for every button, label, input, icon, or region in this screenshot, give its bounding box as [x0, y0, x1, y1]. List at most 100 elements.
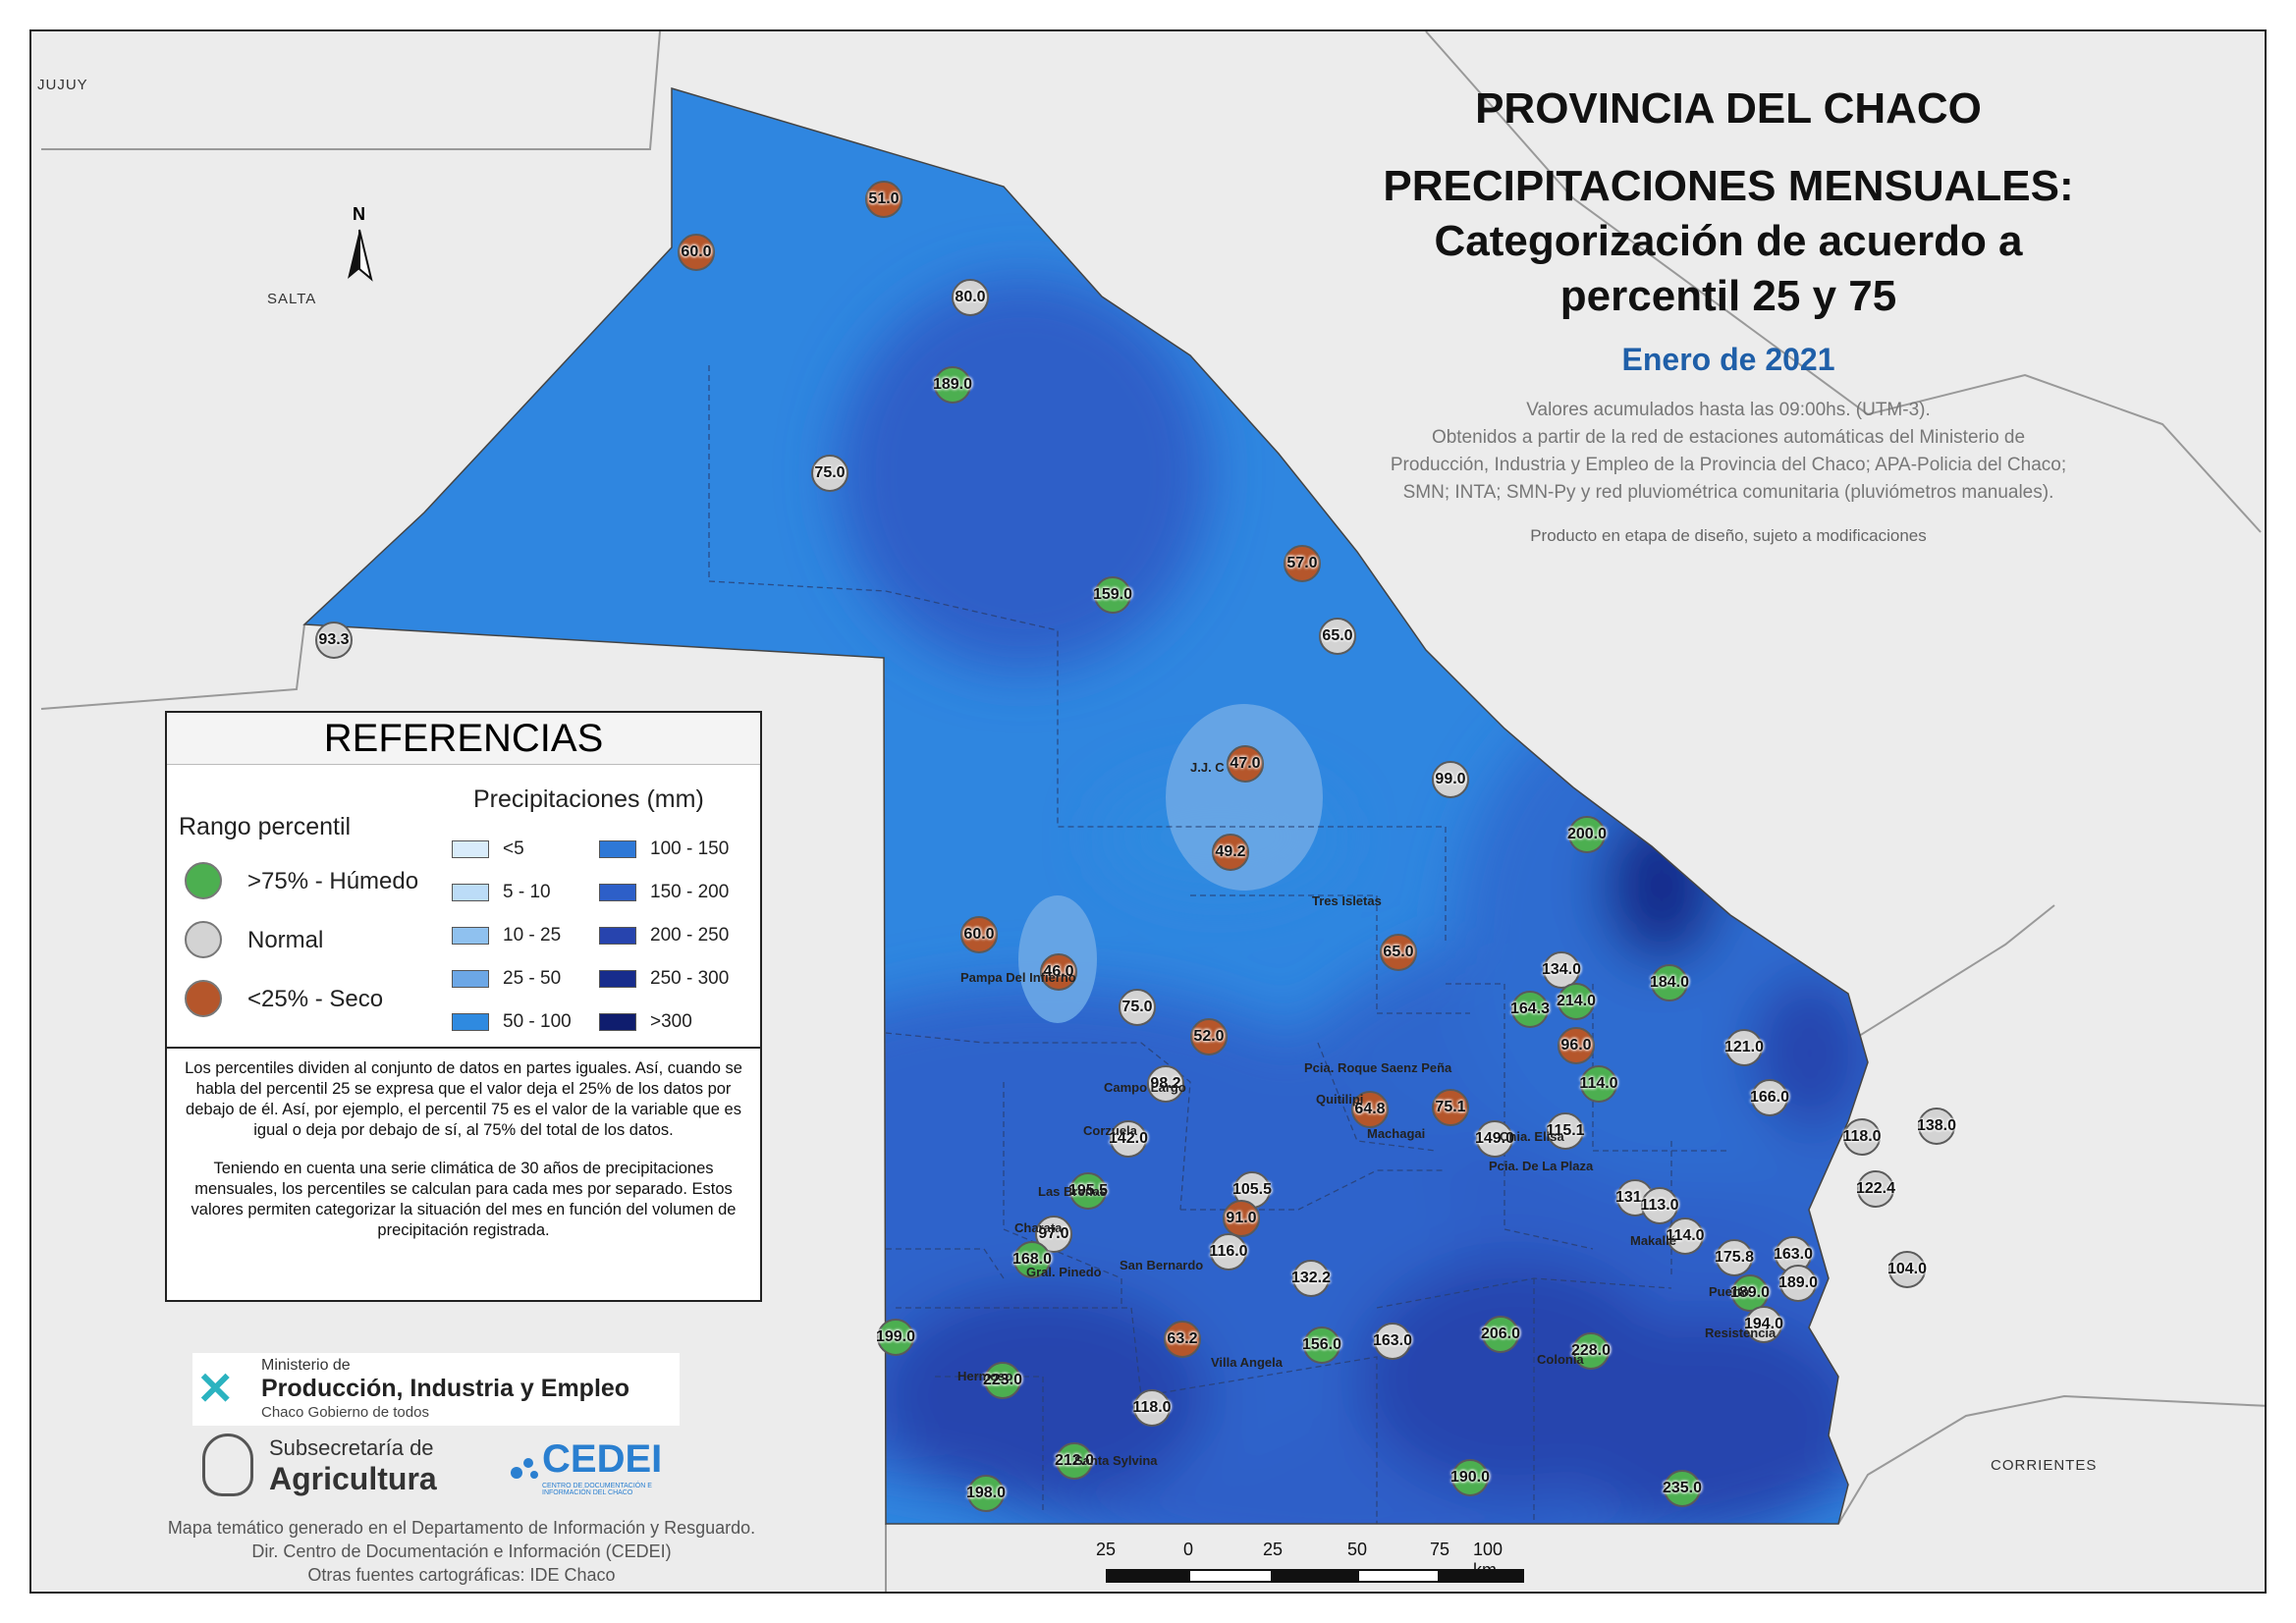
- station-value: 60.0: [963, 926, 995, 943]
- station-marker-wet: [1731, 1274, 1769, 1312]
- legend-class-swatch: [599, 970, 636, 988]
- title-province: PROVINCIA DEL CHACO: [1475, 84, 1982, 133]
- station-marker-wet: [1482, 1316, 1519, 1353]
- station-marker-wet: [1303, 1326, 1340, 1364]
- station-marker-normal: [1779, 1265, 1817, 1302]
- cedei-sub: CENTRO DE DOCUMENTACIÓN E INFORMACIÓN DE…: [542, 1483, 652, 1496]
- scale-label: 25: [1262, 1540, 1284, 1559]
- station-value: 122.4: [1855, 1180, 1896, 1197]
- station-marker-wet: [1572, 1332, 1610, 1370]
- legend-class-swatch: [599, 927, 636, 945]
- station-value: 189.0: [1729, 1284, 1771, 1301]
- explanation-p2: Teniendo en cuenta una serie climática d…: [191, 1160, 737, 1239]
- station-value: 99.0: [1435, 771, 1466, 787]
- station-value: 138.0: [1916, 1117, 1957, 1134]
- station-marker-normal: [1110, 1120, 1147, 1158]
- town-label: Campo Largo: [1104, 1080, 1186, 1095]
- title-line2: PRECIPITACIONES MENSUALES:: [1383, 162, 2074, 210]
- station-value: 134.0: [1541, 961, 1582, 978]
- station-marker-wet: [1568, 816, 1606, 853]
- credits: Mapa temático generado en el Departament…: [108, 1516, 815, 1587]
- station-value: 52.0: [1193, 1028, 1225, 1045]
- station-marker-normal: [1888, 1251, 1926, 1288]
- station-marker-dry: [1284, 545, 1321, 582]
- legend-category-label: Normal: [247, 927, 324, 953]
- station-value: 223.0: [982, 1372, 1023, 1388]
- station-value: 115.1: [1546, 1122, 1585, 1139]
- station-value: 159.0: [1092, 586, 1133, 603]
- town-label: Puerto: [1709, 1284, 1750, 1299]
- station-marker-normal: [1843, 1118, 1881, 1156]
- legend-class-swatch: [599, 840, 636, 858]
- station-marker-wet: [1094, 576, 1131, 614]
- legend-class-label: 50 - 100: [503, 1011, 572, 1032]
- station-value: 175.8: [1714, 1249, 1755, 1266]
- station-marker-normal: [315, 622, 353, 659]
- explanation-box: Los percentiles dividen al conjunto de d…: [165, 1047, 762, 1302]
- cedei-name: CEDEI: [542, 1437, 663, 1481]
- station-marker-normal: [1476, 1120, 1513, 1158]
- town-label: Machagai: [1367, 1126, 1426, 1141]
- station-marker-wet: [1664, 1470, 1701, 1507]
- legend-class-label: 150 - 200: [650, 882, 730, 902]
- note-line2: Obtenidos a partir de la red de estacion…: [1431, 427, 2026, 448]
- legend-class-swatch: [452, 840, 489, 858]
- station-marker-normal: [811, 455, 848, 492]
- station-value: 142.0: [1108, 1130, 1149, 1147]
- town-label: Santa Sylvina: [1074, 1453, 1158, 1468]
- station-value: 118.0: [1842, 1128, 1882, 1145]
- legend-class-label: 5 - 10: [503, 882, 551, 902]
- legend-category-dot: [185, 862, 222, 899]
- title-main: PRECIPITACIONES MENSUALES: Categorizació…: [1306, 159, 2151, 324]
- ministerio-big: Producción, Industria y Empleo: [261, 1375, 630, 1402]
- station-value: 114.0: [1579, 1075, 1618, 1092]
- station-value: 166.0: [1749, 1089, 1790, 1106]
- station-value: 75.0: [1121, 999, 1153, 1015]
- station-value: 97.0: [1038, 1225, 1069, 1242]
- town-label: Charata: [1014, 1220, 1063, 1235]
- subsecretaria-logo: Subsecretaría de Agricultura: [196, 1434, 471, 1502]
- legend-class-label: 250 - 300: [650, 968, 730, 989]
- station-marker-dry: [1164, 1321, 1201, 1358]
- station-value: 63.2: [1167, 1330, 1198, 1347]
- station-value: 114.0: [1666, 1227, 1705, 1244]
- station-value: 163.0: [1773, 1246, 1814, 1263]
- station-value: 190.0: [1449, 1469, 1491, 1486]
- town-label: Pcia. Roque Saenz Peña: [1304, 1060, 1452, 1075]
- ministerio-small: Ministerio de: [261, 1357, 351, 1374]
- legend-class-label: <5: [503, 839, 524, 859]
- station-marker-normal: [1374, 1323, 1411, 1360]
- station-value: 116.0: [1209, 1243, 1248, 1260]
- station-marker-wet: [967, 1475, 1005, 1512]
- credits-line1: Mapa temático generado en el Departament…: [167, 1518, 756, 1538]
- town-label: Gral. Pinedo: [1026, 1265, 1102, 1279]
- design-note: Producto en etapa de diseño, sujeto a mo…: [1530, 526, 1927, 545]
- scale-segment: [1188, 1569, 1273, 1583]
- station-marker-wet: [1069, 1172, 1107, 1210]
- station-value: 93.3: [318, 631, 350, 648]
- label-corrientes: CORRIENTES: [1991, 1457, 2098, 1474]
- station-value: 64.8: [1354, 1101, 1386, 1117]
- station-value: 199.0: [875, 1328, 916, 1345]
- station-marker-normal: [1543, 951, 1580, 989]
- label-jujuy: JUJUY: [37, 77, 88, 93]
- scale-segment: [1357, 1569, 1440, 1583]
- scale-label: 25: [1095, 1540, 1117, 1559]
- station-marker-wet: [934, 366, 971, 404]
- station-value: 98.2: [1150, 1075, 1181, 1092]
- station-value: 105.5: [1231, 1181, 1273, 1198]
- station-value: 132.2: [1290, 1270, 1332, 1286]
- station-value: 189.0: [1777, 1274, 1819, 1291]
- town-label: Colonia: [1537, 1352, 1584, 1367]
- station-value: 206.0: [1480, 1325, 1521, 1342]
- legend-title: REFERENCIAS: [167, 713, 760, 765]
- scale-label: 0: [1182, 1540, 1194, 1559]
- scale-label: 50: [1346, 1540, 1368, 1559]
- station-marker-normal: [1745, 1306, 1782, 1343]
- station-marker-wet: [1451, 1459, 1489, 1496]
- station-value: 189.0: [932, 376, 973, 393]
- station-marker-wet: [984, 1362, 1021, 1399]
- station-marker-dry: [865, 181, 902, 218]
- station-marker-dry: [960, 916, 998, 953]
